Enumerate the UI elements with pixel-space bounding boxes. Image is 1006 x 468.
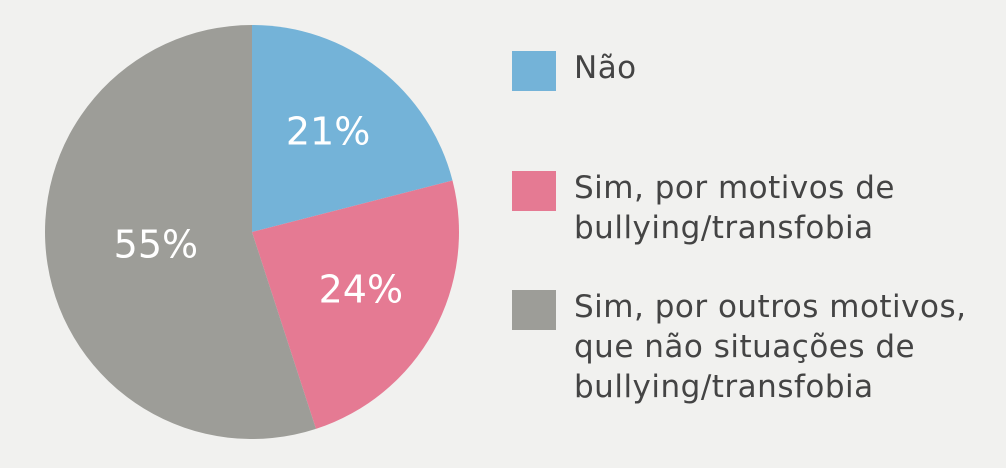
pie-slice: [252, 25, 453, 232]
legend-item: Sim, por motivos de bullying/transfobia: [512, 168, 895, 248]
slice-label: 21%: [286, 109, 370, 153]
legend-swatch: [512, 51, 556, 91]
legend-swatch: [512, 171, 556, 211]
slice-label: 24%: [319, 267, 403, 311]
legend-swatch: [512, 290, 556, 330]
legend-label: Não: [574, 50, 637, 86]
legend-label: Sim, por motivos de bullying/transfobia: [574, 170, 895, 246]
legend-item: Sim, por outros motivos, que não situaçõ…: [512, 287, 967, 407]
legend-item: Não: [512, 48, 637, 91]
slice-label: 55%: [114, 223, 198, 267]
pie-slice: [45, 25, 316, 439]
legend-label: Sim, por outros motivos, que não situaçõ…: [574, 289, 967, 405]
pie-slice: [252, 180, 459, 429]
